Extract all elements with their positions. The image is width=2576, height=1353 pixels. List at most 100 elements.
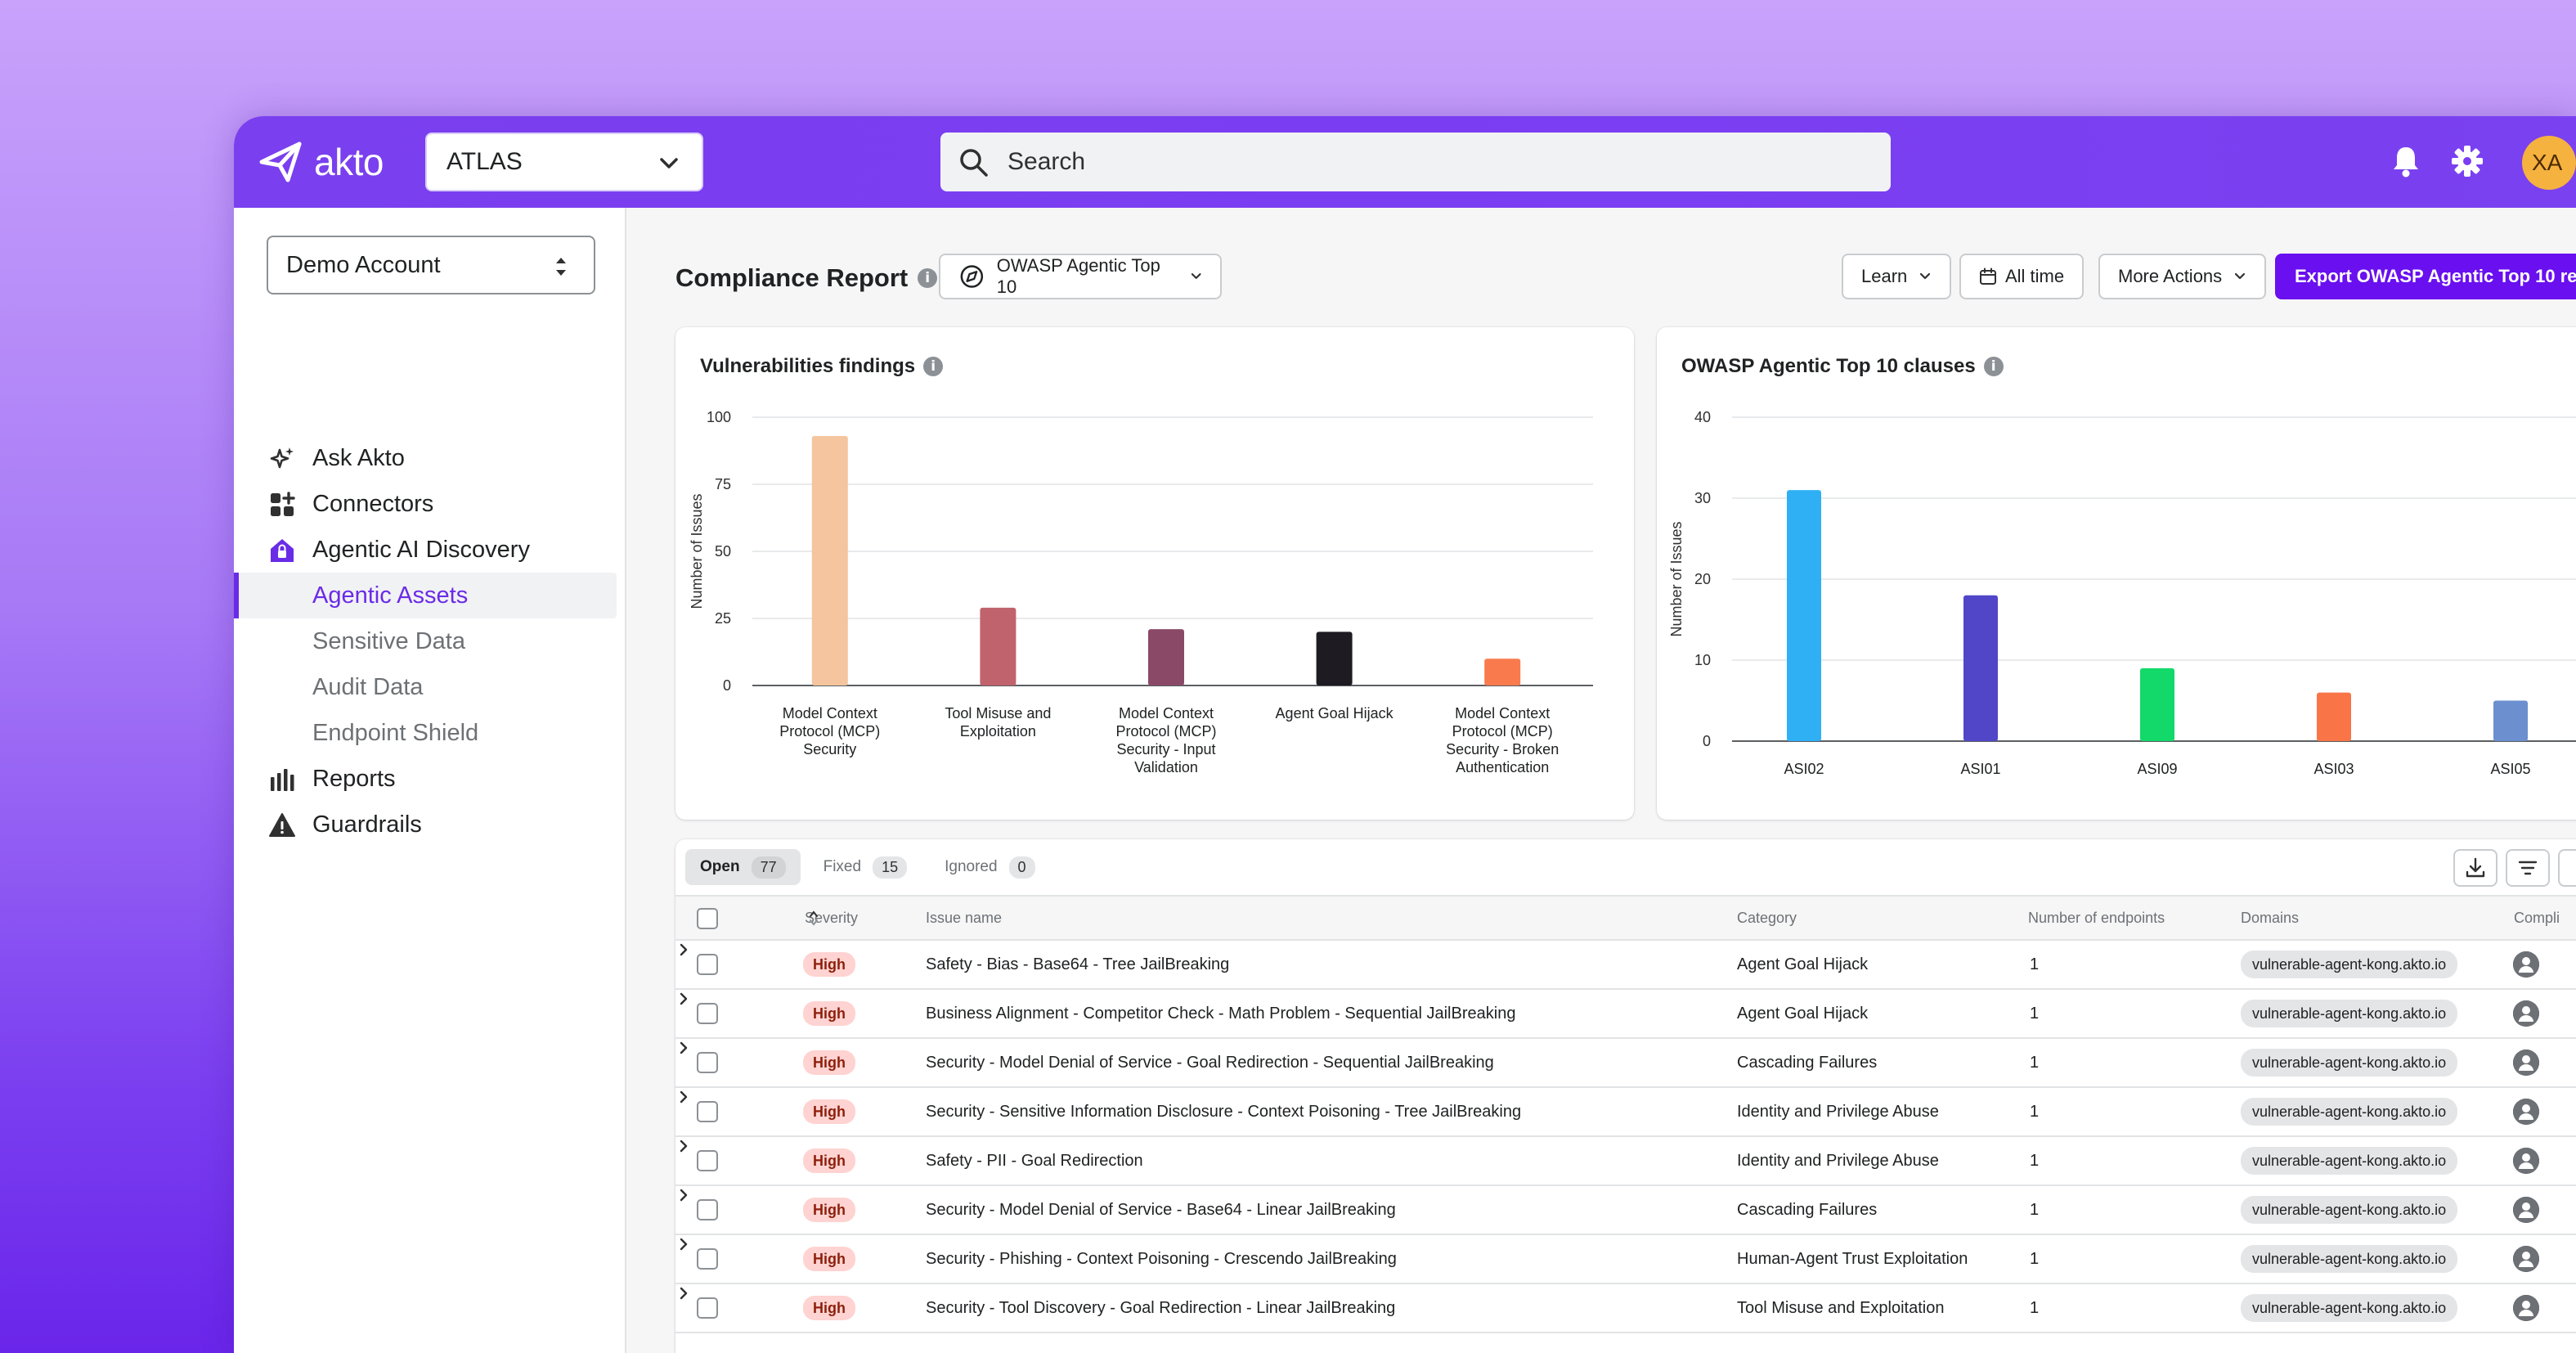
sidebar-item-agentic-ai-discovery[interactable]: Agentic AI Discovery bbox=[234, 527, 626, 573]
bar bbox=[1484, 659, 1521, 685]
issue-name[interactable]: Safety - Bias - Base64 - Tree JailBreaki… bbox=[926, 955, 1230, 973]
row-checkbox[interactable] bbox=[697, 954, 718, 975]
chevron-right-icon[interactable] bbox=[675, 1235, 692, 1253]
endpoint-count: 1 bbox=[2030, 1299, 2040, 1317]
more-actions-button[interactable]: More Actions bbox=[2098, 254, 2267, 299]
row-checkbox[interactable] bbox=[697, 1297, 718, 1319]
select-all-checkbox[interactable] bbox=[697, 908, 718, 929]
sidebar-item-sensitive-data[interactable]: Sensitive Data bbox=[234, 618, 626, 664]
gear-icon[interactable] bbox=[2450, 144, 2484, 178]
collection-dropdown[interactable]: ATLAS bbox=[425, 133, 703, 191]
akto-logo[interactable]: akto bbox=[258, 139, 384, 185]
chevron-right-icon[interactable] bbox=[675, 990, 692, 1008]
table-row[interactable]: High Security - Model Denial of Service -… bbox=[675, 1186, 2576, 1235]
severity-badge: High bbox=[803, 1099, 855, 1124]
column-header-endpoints[interactable]: Number of endpoints bbox=[2028, 910, 2165, 926]
columns-button[interactable] bbox=[2558, 849, 2576, 887]
issue-name[interactable]: Security - Model Denial of Service - Bas… bbox=[926, 1201, 1396, 1219]
sidebar-item-connectors[interactable]: Connectors bbox=[234, 481, 626, 527]
row-checkbox[interactable] bbox=[697, 1101, 718, 1122]
info-icon[interactable]: i bbox=[923, 357, 944, 376]
issue-category: Identity and Privilege Abuse bbox=[1737, 1152, 1939, 1170]
chart-title: OWASP Agentic Top 10 clauses bbox=[1681, 355, 1976, 377]
endpoint-count: 1 bbox=[2030, 1201, 2040, 1219]
info-icon[interactable]: i bbox=[1983, 357, 2004, 376]
sidebar-item-guardrails[interactable]: Guardrails bbox=[234, 802, 626, 847]
domain-badge: vulnerable-agent-kong.akto.io bbox=[2241, 951, 2458, 978]
compliance-user-icon[interactable] bbox=[2512, 1098, 2540, 1126]
chevron-right-icon[interactable] bbox=[675, 1137, 692, 1155]
chevron-right-icon[interactable] bbox=[675, 1284, 692, 1302]
table-row[interactable]: High Safety - Bias - Base64 - Tree JailBr… bbox=[675, 941, 2576, 990]
compliance-user-icon[interactable] bbox=[2512, 1245, 2540, 1273]
table-row[interactable]: High Security - Model Denial of Service -… bbox=[675, 1039, 2576, 1088]
search-input[interactable]: Search bbox=[940, 133, 1891, 191]
column-header-domains[interactable]: Domains bbox=[2241, 910, 2300, 926]
table-row[interactable]: High Business Alignment - Competitor Chec… bbox=[675, 990, 2576, 1039]
more-actions-label: More Actions bbox=[2118, 266, 2223, 286]
chevron-right-icon[interactable] bbox=[675, 1186, 692, 1204]
issue-name[interactable]: Security - Phishing - Context Poisoning … bbox=[926, 1250, 1397, 1268]
x-category-label: ASI05 bbox=[2490, 761, 2530, 777]
issue-name[interactable]: Security - Tool Discovery - Goal Redirec… bbox=[926, 1299, 1396, 1317]
filter-button[interactable] bbox=[2506, 849, 2550, 887]
row-checkbox[interactable] bbox=[697, 1003, 718, 1024]
account-dropdown[interactable]: Demo Account bbox=[267, 236, 595, 294]
bar bbox=[2140, 668, 2174, 741]
tab-open[interactable]: Open 77 bbox=[685, 849, 801, 885]
issue-name[interactable]: Safety - PII - Goal Redirection bbox=[926, 1152, 1143, 1170]
page-title-group: Compliance Report i bbox=[675, 263, 938, 293]
row-checkbox[interactable] bbox=[697, 1248, 718, 1270]
table-row[interactable]: High Security - Sensitive Information Dis… bbox=[675, 1088, 2576, 1137]
table-row[interactable]: High Safety - PII - Goal Redirection Ident… bbox=[675, 1137, 2576, 1186]
row-checkbox[interactable] bbox=[697, 1199, 718, 1220]
export-report-button[interactable]: Export OWASP Agentic Top 10 report bbox=[2275, 254, 2576, 299]
compliance-user-icon[interactable] bbox=[2512, 1294, 2540, 1322]
x-category-label: Model Context Protocol (MCP) Security bbox=[779, 705, 880, 757]
domain-badge: vulnerable-agent-kong.akto.io bbox=[2241, 1245, 2458, 1273]
sparkle-icon bbox=[270, 447, 294, 469]
chevron-down-icon bbox=[1191, 273, 1201, 279]
compliance-user-icon[interactable] bbox=[2512, 1196, 2540, 1224]
framework-dropdown[interactable]: OWASP Agentic Top 10 bbox=[939, 254, 1222, 299]
sidebar-item-ask-akto[interactable]: Ask Akto bbox=[234, 435, 626, 481]
sidebar-item-label: Guardrails bbox=[312, 811, 422, 838]
row-checkbox[interactable] bbox=[697, 1150, 718, 1171]
compliance-user-icon[interactable] bbox=[2512, 951, 2540, 978]
bar bbox=[1316, 632, 1353, 685]
date-range-button[interactable]: All time bbox=[1959, 254, 2085, 299]
column-header-compliance[interactable]: Compli bbox=[2514, 910, 2560, 926]
issue-name[interactable]: Security - Model Denial of Service - Goa… bbox=[926, 1054, 1494, 1072]
chevron-right-icon[interactable] bbox=[675, 1088, 692, 1106]
sidebar-item-agentic-assets[interactable]: Agentic Assets bbox=[234, 573, 617, 618]
compliance-user-icon[interactable] bbox=[2512, 1049, 2540, 1077]
table-row[interactable]: High Security - Phishing - Context Poison… bbox=[675, 1235, 2576, 1284]
sidebar-item-label: Endpoint Shield bbox=[312, 719, 479, 746]
chevron-right-icon[interactable] bbox=[675, 941, 692, 959]
compliance-user-icon[interactable] bbox=[2512, 1000, 2540, 1027]
tab-ignored[interactable]: Ignored 0 bbox=[930, 849, 1049, 885]
compliance-user-icon[interactable] bbox=[2512, 1147, 2540, 1175]
column-header-issue-name[interactable]: Issue name bbox=[926, 910, 1003, 926]
chart-title-group: OWASP Agentic Top 10 clauses i bbox=[1681, 355, 2004, 378]
chevron-down-icon bbox=[1920, 272, 1931, 280]
endpoint-count: 1 bbox=[2030, 1005, 2040, 1023]
column-header-severity[interactable]: Severity bbox=[805, 910, 858, 927]
user-avatar[interactable]: XA bbox=[2522, 136, 2576, 190]
row-checkbox[interactable] bbox=[697, 1052, 718, 1073]
issue-name[interactable]: Security - Sensitive Information Disclos… bbox=[926, 1103, 1522, 1121]
table-row[interactable]: High Security - Tool Discovery - Goal Red… bbox=[675, 1284, 2576, 1333]
tab-fixed[interactable]: Fixed 15 bbox=[809, 849, 922, 885]
chevron-right-icon[interactable] bbox=[675, 1039, 692, 1057]
sidebar-item-endpoint-shield[interactable]: Endpoint Shield bbox=[234, 710, 626, 756]
learn-button[interactable]: Learn bbox=[1842, 254, 1952, 299]
column-header-category[interactable]: Category bbox=[1737, 910, 1797, 926]
info-icon[interactable]: i bbox=[918, 268, 938, 288]
issue-name[interactable]: Business Alignment - Competitor Check - … bbox=[926, 1005, 1516, 1023]
download-button[interactable] bbox=[2453, 849, 2497, 887]
filter-icon bbox=[2518, 861, 2538, 875]
sidebar-item-reports[interactable]: Reports bbox=[234, 756, 626, 802]
bell-icon[interactable] bbox=[2390, 144, 2422, 178]
sidebar-item-audit-data[interactable]: Audit Data bbox=[234, 664, 626, 710]
endpoint-count: 1 bbox=[2030, 1054, 2040, 1072]
